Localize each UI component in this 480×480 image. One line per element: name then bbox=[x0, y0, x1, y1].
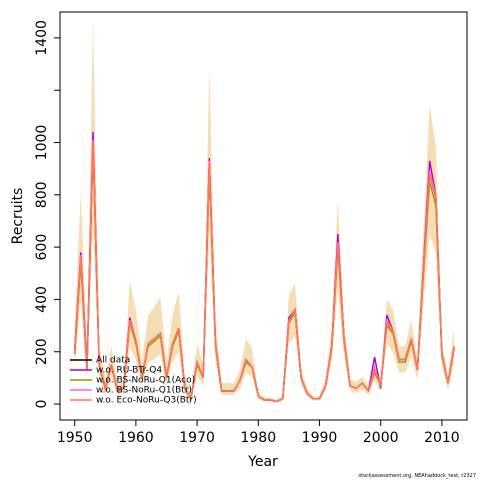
footnote: stockassessment.org, NEAhaddock_test, r2… bbox=[359, 473, 476, 479]
x-tick-label: 1960 bbox=[118, 430, 154, 446]
legend-label: w.o. Eco-NoRu-Q3(Btr) bbox=[96, 396, 197, 406]
legend-label: w.o. BS-NoRu-Q1(Btr) bbox=[96, 386, 192, 396]
y-axis-label: Recruits bbox=[10, 188, 26, 245]
x-tick-label: 1970 bbox=[179, 430, 215, 446]
y-tick-label: 1400 bbox=[34, 20, 50, 56]
series-line bbox=[73, 142, 455, 403]
x-tick-label: 1990 bbox=[302, 430, 338, 446]
plot-frame bbox=[59, 11, 468, 421]
x-tick-label: 1980 bbox=[240, 430, 276, 446]
x-tick-label: 2010 bbox=[424, 430, 460, 446]
y-tick-label: 200 bbox=[34, 338, 50, 365]
legend-label: All data bbox=[96, 356, 130, 366]
y-tick-label: 400 bbox=[34, 286, 50, 313]
y-tick-label: 600 bbox=[34, 234, 50, 261]
y-tick-label: 800 bbox=[34, 181, 50, 208]
legend-label: w.o. BS-NoRu-Q1(Aco) bbox=[96, 376, 195, 386]
y-tick-label: 0 bbox=[34, 400, 50, 409]
legend-label: w.o. RU-BTr-Q4 bbox=[96, 366, 162, 376]
confidence-band bbox=[74, 19, 455, 403]
y-tick-label: 1000 bbox=[34, 125, 50, 161]
x-axis-label: Year bbox=[247, 454, 278, 470]
x-tick-label: 1950 bbox=[57, 430, 93, 446]
x-tick-label: 2000 bbox=[363, 430, 399, 446]
